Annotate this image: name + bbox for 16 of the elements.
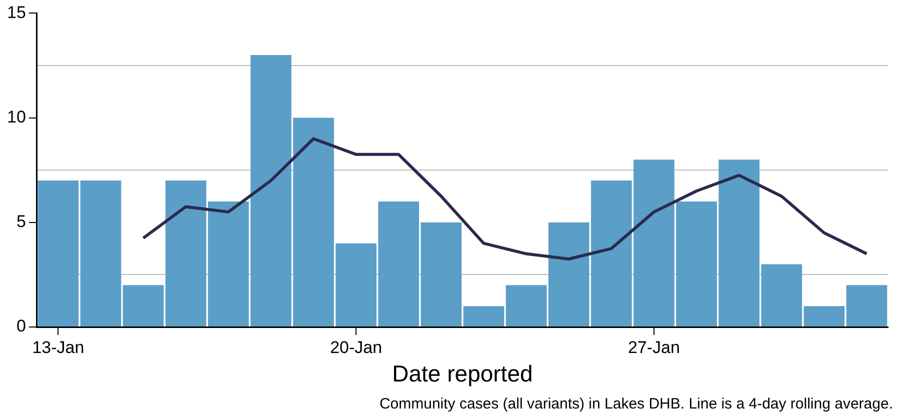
x-tick-label: 27-Jan (628, 338, 680, 357)
bar (80, 180, 122, 326)
y-tick-label: 10 (6, 107, 26, 126)
bar (506, 285, 547, 326)
x-tick-label: 13-Jan (32, 338, 84, 357)
y-tick-label: 5 (16, 212, 26, 232)
x-axis-title: Date reported (392, 360, 533, 387)
y-tick-label: 15 (6, 2, 26, 22)
x-tick-label: 20-Jan (330, 338, 382, 357)
bar (463, 306, 504, 326)
bar (38, 180, 79, 326)
y-tick-label: 0 (16, 316, 26, 336)
bar (122, 285, 164, 326)
bar (846, 285, 888, 326)
bar (420, 222, 462, 326)
text: Community cases (all variants) in Lakes DHB. Line is a 4-day rolling average. (379, 396, 893, 413)
